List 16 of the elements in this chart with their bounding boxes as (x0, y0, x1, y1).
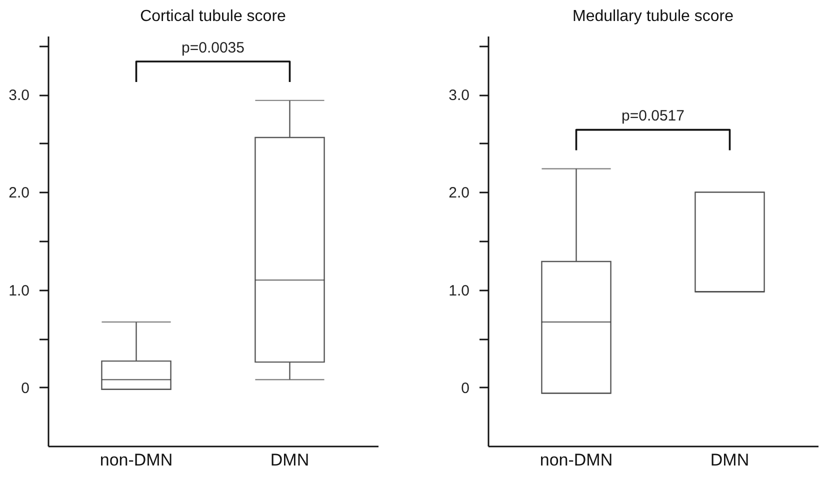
y-tick-label: 2.0 (8, 184, 30, 202)
chart-title: Medullary tubule score (572, 8, 734, 25)
y-tick-label: 1.0 (8, 282, 30, 300)
x-tick-label: DMN (710, 450, 750, 470)
y-tick-label: 3.0 (448, 87, 470, 104)
y-tick-label: 2.0 (448, 184, 470, 202)
x-tick-label: DMN (270, 450, 310, 470)
y-tick-label: 3.0 (8, 87, 30, 104)
y-tick-label: 1.0 (448, 282, 470, 300)
y-tick-label: 0 (461, 380, 470, 397)
annotation: p=0.0517 (622, 108, 684, 125)
x-tick-label: non-DMN (540, 450, 613, 470)
y-tick-label: 0 (21, 380, 30, 397)
chart-title: Cortical tubule score (140, 8, 286, 25)
x-tick-label: non-DMN (100, 450, 173, 470)
annotation: p=0.0035 (182, 39, 244, 56)
